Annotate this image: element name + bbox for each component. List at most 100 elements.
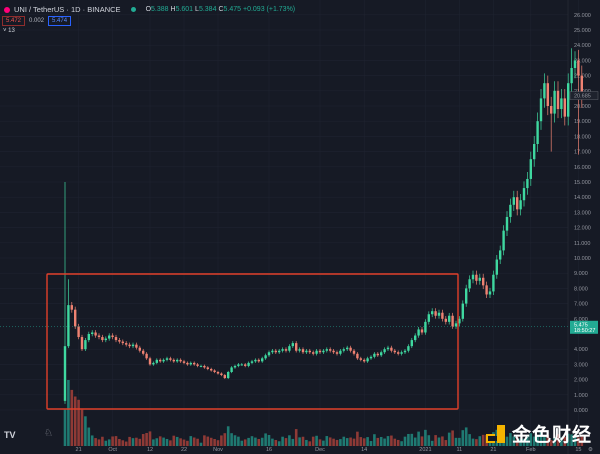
replay-icon[interactable]: ♘ bbox=[44, 428, 53, 439]
candle-body bbox=[550, 106, 553, 114]
candle-body bbox=[397, 352, 400, 354]
volume-bar bbox=[277, 441, 281, 446]
volume-bar bbox=[553, 437, 556, 446]
candle-body bbox=[424, 321, 427, 333]
volume-bar bbox=[349, 437, 352, 446]
volume-bar bbox=[291, 438, 295, 446]
candle-body bbox=[257, 359, 260, 362]
volume-bar bbox=[172, 435, 176, 446]
y-tick-label: 23.000 bbox=[574, 58, 591, 64]
volume-bar bbox=[298, 437, 301, 446]
volume-bar bbox=[152, 439, 155, 446]
hover-price-tag bbox=[569, 91, 599, 100]
volume-bar bbox=[267, 435, 271, 446]
settings-icon[interactable]: ⚙ bbox=[588, 446, 593, 453]
symbol-title[interactable]: UNI / TetherUS · 1D · BINANCE bbox=[14, 5, 121, 14]
sell-button[interactable]: 5.472 bbox=[2, 16, 26, 26]
volume-bar bbox=[539, 431, 543, 446]
candle-body bbox=[295, 343, 298, 351]
volume-bar bbox=[328, 437, 332, 446]
candle-body bbox=[390, 347, 393, 351]
candle-body bbox=[108, 335, 111, 339]
volume-bar bbox=[563, 436, 567, 446]
volume-bar bbox=[342, 436, 346, 446]
volume-bar bbox=[237, 436, 240, 446]
volume-bar bbox=[107, 439, 111, 446]
volume-bar bbox=[332, 438, 335, 446]
candle-body bbox=[145, 353, 148, 359]
volume-bar bbox=[356, 431, 359, 446]
candle-body bbox=[475, 274, 478, 281]
candle-body bbox=[278, 350, 281, 353]
hover-price-label: 20.685 bbox=[574, 94, 591, 100]
candle-body bbox=[284, 349, 288, 351]
y-tick-label: 7.000 bbox=[574, 302, 588, 308]
candle-body bbox=[335, 352, 339, 354]
candle-body bbox=[67, 305, 70, 347]
candle-body bbox=[125, 343, 128, 345]
candle-body bbox=[512, 197, 515, 205]
volume-bar bbox=[94, 438, 97, 446]
volume-bar bbox=[335, 439, 339, 446]
candle-body bbox=[468, 279, 471, 289]
volume-bar bbox=[580, 436, 584, 446]
buy-button[interactable]: 5.474 bbox=[48, 16, 72, 26]
candle-body bbox=[206, 367, 209, 369]
volume-bar bbox=[345, 438, 349, 446]
candle-body bbox=[227, 372, 230, 379]
x-tick-label: 12 bbox=[147, 447, 153, 453]
x-tick-label: Dec bbox=[315, 447, 325, 453]
candle-body bbox=[254, 359, 257, 362]
candle-body bbox=[237, 364, 240, 366]
volume-bar bbox=[288, 435, 291, 446]
volume-bar bbox=[396, 439, 400, 446]
volume-bar bbox=[308, 441, 312, 446]
y-tick-label: 20.000 bbox=[574, 104, 591, 110]
candle-body bbox=[74, 309, 77, 327]
volume-bar bbox=[437, 437, 441, 446]
volume-bar bbox=[223, 433, 227, 446]
volume-bar bbox=[189, 436, 193, 446]
candle-body bbox=[533, 144, 536, 160]
candle-body bbox=[516, 197, 519, 210]
x-tick-label: 22 bbox=[181, 447, 187, 453]
x-tick-label: 11 bbox=[457, 447, 463, 453]
indicator-count: 13 bbox=[8, 28, 15, 34]
candle-body bbox=[220, 373, 223, 376]
candle-body bbox=[580, 75, 583, 99]
candle-body bbox=[437, 312, 441, 316]
volume-bar bbox=[400, 441, 403, 446]
tradingview-logo[interactable]: TV bbox=[4, 430, 16, 440]
candle-body bbox=[543, 83, 546, 99]
y-tick-label: 6.000 bbox=[574, 317, 588, 323]
candle-body bbox=[77, 326, 80, 338]
volume-bar bbox=[196, 438, 199, 446]
indicators-toggle[interactable]: ˅ 13 bbox=[3, 28, 15, 34]
candle-body bbox=[454, 323, 458, 327]
candle-body bbox=[210, 368, 213, 371]
candle-body bbox=[142, 350, 145, 354]
candle-body bbox=[536, 121, 539, 144]
volume-bar bbox=[206, 436, 210, 446]
volume-bar bbox=[182, 439, 186, 446]
candle-body bbox=[386, 347, 390, 350]
candle-body bbox=[505, 216, 509, 231]
candle-body bbox=[196, 364, 199, 366]
highlight-box bbox=[46, 273, 459, 410]
volume-bar bbox=[284, 438, 288, 446]
candle-body bbox=[488, 291, 492, 295]
candle-body bbox=[216, 372, 220, 374]
candle-body bbox=[261, 358, 264, 362]
x-tick-label: Nov bbox=[213, 447, 223, 453]
candle-body bbox=[529, 159, 532, 179]
candle-body bbox=[213, 370, 216, 372]
candle-body bbox=[165, 358, 169, 360]
candle-body bbox=[94, 332, 97, 336]
candle-body bbox=[563, 98, 566, 117]
volume-bar bbox=[77, 399, 80, 446]
candle-body bbox=[434, 311, 437, 316]
candle-body bbox=[308, 350, 311, 353]
x-tick-label: 21 bbox=[490, 447, 496, 453]
candle-body bbox=[186, 362, 189, 365]
